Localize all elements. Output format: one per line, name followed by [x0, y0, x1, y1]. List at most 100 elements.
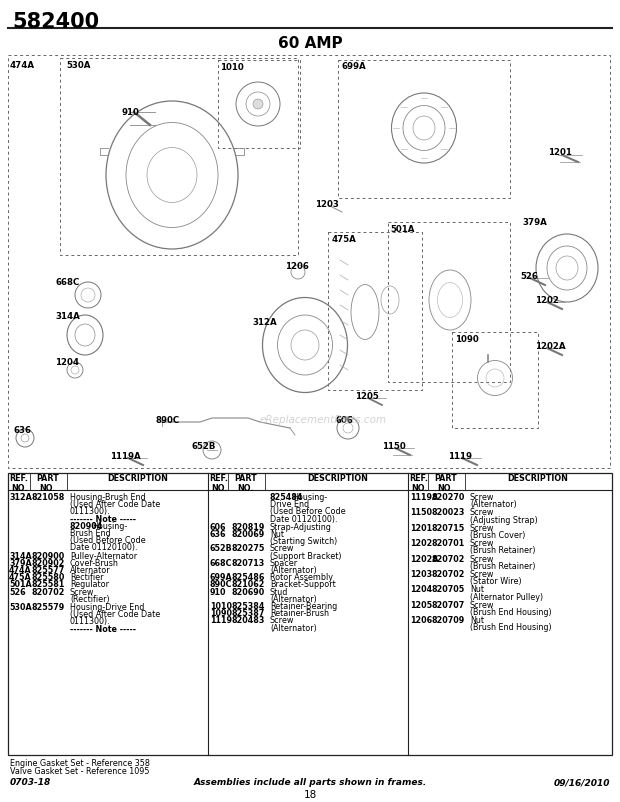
Text: 820069: 820069 [232, 530, 265, 539]
Text: REF.
NO.: REF. NO. [410, 474, 428, 493]
Text: 379A: 379A [522, 218, 547, 227]
Text: 820702: 820702 [432, 570, 466, 579]
Text: 60 AMP: 60 AMP [278, 36, 342, 51]
Text: 0703-18: 0703-18 [10, 778, 51, 787]
Text: (Alternator): (Alternator) [270, 595, 317, 604]
Text: 314A: 314A [9, 552, 32, 561]
Text: 1205: 1205 [355, 392, 379, 401]
Text: 820904: 820904 [70, 522, 104, 531]
Text: 474A: 474A [10, 61, 35, 70]
Text: Screw: Screw [470, 555, 494, 564]
Text: 1119A: 1119A [110, 452, 141, 461]
Text: 1203: 1203 [410, 570, 432, 579]
Text: Strap-Adjusting: Strap-Adjusting [270, 523, 332, 532]
Text: Screw: Screw [470, 508, 494, 517]
Text: 475A: 475A [9, 573, 32, 582]
Text: (Rectifier): (Rectifier) [70, 595, 110, 604]
Text: 474A: 474A [9, 566, 32, 575]
Text: Date 01120100).: Date 01120100). [70, 544, 138, 553]
Text: Assemblies include all parts shown in frames.: Assemblies include all parts shown in fr… [193, 778, 427, 787]
Text: Rotor Assembly: Rotor Assembly [270, 573, 333, 582]
Text: 1150: 1150 [410, 508, 432, 517]
Text: Nut: Nut [270, 530, 284, 539]
Text: PART
NO.: PART NO. [234, 474, 257, 493]
Text: 1090: 1090 [210, 610, 232, 618]
Text: 1204: 1204 [410, 585, 432, 594]
Text: 1202: 1202 [535, 296, 559, 305]
Text: 820819: 820819 [232, 523, 265, 532]
Text: Nut: Nut [470, 585, 484, 594]
Text: (Brush Retainer): (Brush Retainer) [470, 546, 536, 556]
Text: 606: 606 [335, 416, 353, 425]
Text: 1119: 1119 [448, 452, 472, 461]
Text: Screw: Screw [470, 539, 494, 549]
Text: Nut: Nut [470, 616, 484, 626]
Text: (Alternator): (Alternator) [270, 566, 317, 575]
Text: 825577: 825577 [32, 566, 65, 575]
Text: 820702: 820702 [32, 588, 65, 597]
Text: 820270: 820270 [432, 493, 466, 502]
Text: 1206: 1206 [410, 616, 432, 626]
Text: REF.
NO.: REF. NO. [210, 474, 228, 493]
Text: Date 01120100).: Date 01120100). [270, 515, 337, 524]
Text: 606: 606 [210, 523, 226, 532]
Text: Stud: Stud [270, 588, 288, 597]
Text: 890C: 890C [210, 581, 232, 589]
Text: 636: 636 [14, 426, 32, 435]
Text: 825387: 825387 [232, 610, 265, 618]
Text: (Stator Wire): (Stator Wire) [470, 577, 521, 586]
Text: 910: 910 [122, 108, 140, 117]
Text: 668C: 668C [210, 559, 232, 568]
Text: 475A: 475A [332, 235, 356, 244]
Text: 1119A: 1119A [410, 493, 438, 502]
Text: (Used Before Code: (Used Before Code [270, 508, 345, 516]
Text: Bracket-Support: Bracket-Support [270, 581, 336, 589]
Text: Engine Gasket Set - Reference 358: Engine Gasket Set - Reference 358 [10, 759, 150, 768]
Text: 825484: 825484 [270, 493, 303, 502]
Text: 1204: 1204 [55, 358, 79, 367]
Text: (Brush Retainer): (Brush Retainer) [470, 561, 536, 571]
Text: 18: 18 [303, 790, 317, 800]
Text: 820275: 820275 [232, 545, 265, 553]
Text: (Used Before Code: (Used Before Code [70, 537, 146, 545]
Text: 820483: 820483 [232, 617, 265, 626]
Text: 379A: 379A [9, 559, 32, 568]
Text: 1010: 1010 [210, 602, 232, 611]
Text: 820900: 820900 [32, 552, 65, 561]
Text: 1206: 1206 [285, 262, 309, 271]
Text: 1205: 1205 [410, 601, 432, 610]
Text: 1202A: 1202A [535, 342, 565, 351]
Text: Brush End: Brush End [70, 529, 110, 538]
Text: Valve Gasket Set - Reference 1095: Valve Gasket Set - Reference 1095 [10, 767, 149, 776]
Text: 820902: 820902 [32, 559, 65, 568]
Text: 652B: 652B [210, 545, 232, 553]
Text: 1119: 1119 [210, 617, 232, 626]
Text: 636: 636 [210, 530, 226, 539]
Text: (Starting Switch): (Starting Switch) [270, 537, 337, 546]
Text: 821058: 821058 [32, 493, 65, 502]
Text: 820715: 820715 [432, 524, 465, 533]
Text: Rectifier: Rectifier [70, 573, 104, 582]
Text: DESCRIPTION: DESCRIPTION [308, 474, 368, 483]
Text: 820690: 820690 [232, 588, 265, 597]
Text: (Adjusting Strap): (Adjusting Strap) [470, 516, 538, 525]
Text: 1090: 1090 [455, 335, 479, 344]
Text: Retainer-Bearing: Retainer-Bearing [270, 602, 337, 611]
Text: Regulator: Regulator [70, 581, 109, 589]
Text: 820705: 820705 [432, 585, 465, 594]
Text: 312A: 312A [9, 493, 32, 502]
Text: 1010: 1010 [220, 63, 244, 72]
Text: 820023: 820023 [432, 508, 466, 517]
Text: ------- Note -----: ------- Note ----- [70, 515, 136, 524]
Text: 699A: 699A [210, 573, 232, 582]
Text: Screw: Screw [470, 570, 494, 579]
Text: 312A: 312A [252, 318, 277, 327]
Text: 1201: 1201 [410, 524, 432, 533]
Text: ------- Note -----: ------- Note ----- [70, 625, 136, 634]
Text: Cover-Brush: Cover-Brush [70, 559, 119, 568]
Text: (Alternator Pulley): (Alternator Pulley) [470, 593, 543, 602]
Text: eReplacementParts.com: eReplacementParts.com [260, 415, 387, 425]
Text: 1202A: 1202A [410, 555, 438, 564]
Text: 890C: 890C [155, 416, 179, 425]
Text: Screw: Screw [470, 601, 494, 610]
